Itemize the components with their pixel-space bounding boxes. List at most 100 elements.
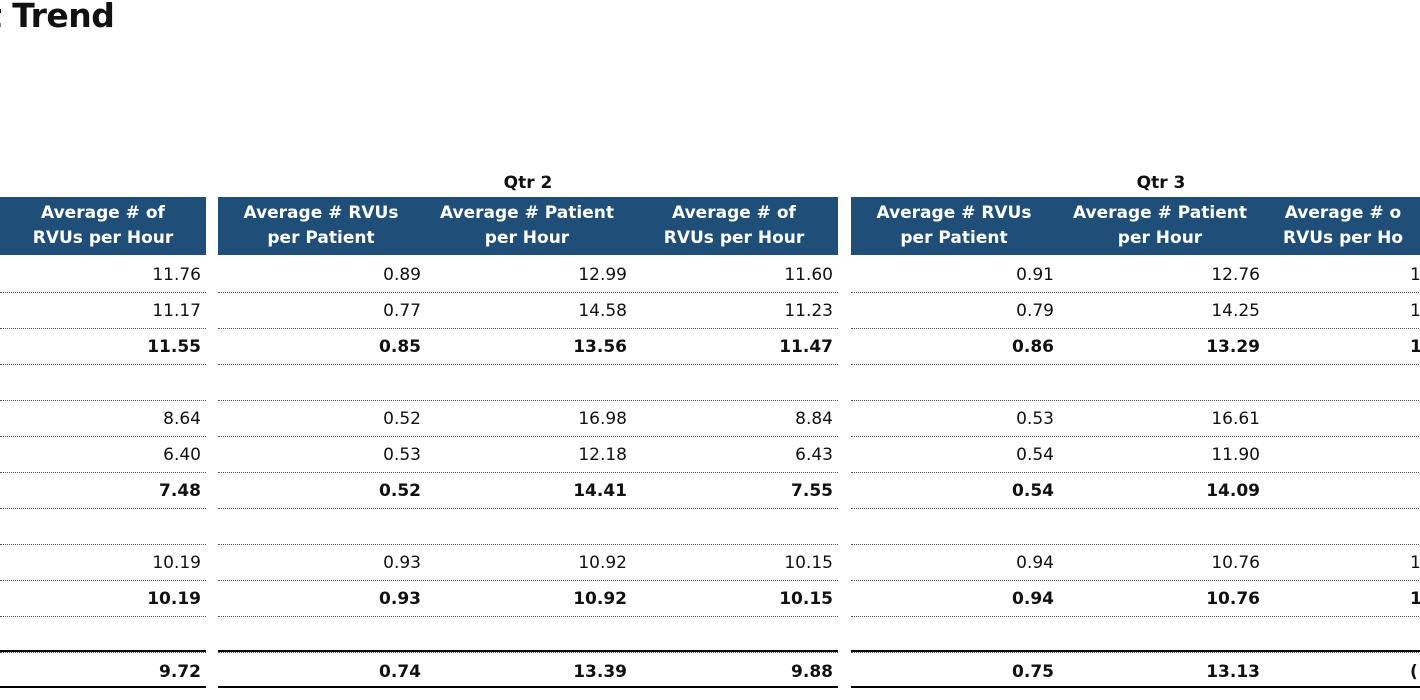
qtr2-label: Qtr 2 xyxy=(503,173,553,193)
cell-rvus-per-patient: 0.75 xyxy=(1012,662,1054,682)
cell-rvus-per-hour: 10.15 xyxy=(784,553,833,573)
table-row xyxy=(218,508,838,545)
cell-rvus-per-hour xyxy=(1410,616,1420,652)
page-title: t Trend xyxy=(0,0,115,35)
cell-rvus-per-patient: 0.93 xyxy=(383,553,421,573)
cell-rvus-per-patient xyxy=(851,508,1054,544)
cell-rvus-per-hour: 11.23 xyxy=(784,301,833,321)
qtr2-header-bar xyxy=(218,197,838,255)
cell-rvus-per-hour: 11.55 xyxy=(147,337,201,357)
cell-rvus-per-hour: 1 xyxy=(1410,265,1420,285)
cell-patient-per-hour xyxy=(424,364,627,400)
table-row: 0.89 12.99 11.60 xyxy=(218,256,838,293)
cell-patient-per-hour: 13.39 xyxy=(573,662,627,682)
cell-rvus-per-patient: 0.53 xyxy=(383,445,421,465)
table-row: 0.86 13.29 1 xyxy=(851,328,1420,365)
cell-rvus-per-patient: 0.91 xyxy=(1016,265,1054,285)
cell-patient-per-hour: 10.92 xyxy=(578,553,627,573)
table-row xyxy=(851,364,1420,401)
cell-patient-per-hour: 14.25 xyxy=(1211,301,1260,321)
cell-rvus-per-hour: 11.76 xyxy=(152,265,201,285)
table-row: 0.91 12.76 1 xyxy=(851,256,1420,293)
cell-rvus-per-hour: 10.19 xyxy=(147,589,201,609)
cell-rvus-per-hour: 11.47 xyxy=(779,337,833,357)
table-row: 0.75 13.13 ( xyxy=(851,650,1420,688)
qtr2-header-patient-per-hour: Average # Patient per Hour xyxy=(440,203,614,248)
table-row: 0.94 10.76 1( xyxy=(851,580,1420,617)
cell-rvus-per-hour: 6.43 xyxy=(795,445,833,465)
cell-rvus-per-hour: 9.88 xyxy=(791,662,833,682)
table-row: 0.74 13.39 9.88 xyxy=(218,650,838,688)
qtr3-header-rvus-per-hour: Average # o RVUs per Ho xyxy=(1283,203,1403,248)
qtr3-header-rvus-per-patient: Average # RVUs per Patient xyxy=(876,203,1032,248)
cell-rvus-per-hour: 11.17 xyxy=(152,301,201,321)
qtr1-header-rvus-per-hour: Average # of RVUs per Hour xyxy=(32,203,174,248)
table-row: 9.72 xyxy=(0,650,206,688)
table-row: 0.85 13.56 11.47 xyxy=(218,328,838,365)
cell-patient-per-hour xyxy=(1057,364,1260,400)
cell-rvus-per-hour: 6.40 xyxy=(163,445,201,465)
cell-rvus-per-patient xyxy=(218,508,421,544)
cell-rvus-per-hour xyxy=(630,508,833,544)
cell-rvus-per-patient: 0.94 xyxy=(1016,553,1054,573)
qtr3-label: Qtr 3 xyxy=(1136,173,1186,193)
cell-rvus-per-hour xyxy=(1410,364,1420,400)
table-row xyxy=(851,616,1420,653)
table-row: 7.48 xyxy=(0,472,206,509)
cell-rvus-per-hour: 9.72 xyxy=(159,662,201,682)
table-row: 0.54 14.09 xyxy=(851,472,1420,509)
table-row: 0.52 16.98 8.84 xyxy=(218,400,838,437)
table-row xyxy=(0,616,206,653)
cell-rvus-per-hour: 10.19 xyxy=(152,553,201,573)
cell-rvus-per-patient: 0.53 xyxy=(1016,409,1054,429)
cell-rvus-per-hour xyxy=(0,616,201,652)
cell-patient-per-hour: 11.90 xyxy=(1211,445,1260,465)
cell-rvus-per-hour: ( xyxy=(1410,662,1418,682)
table-row: 0.54 11.90 xyxy=(851,436,1420,473)
cell-patient-per-hour: 12.76 xyxy=(1211,265,1260,285)
table-row: 11.55 xyxy=(0,328,206,365)
qtr3-header-patient-per-hour: Average # Patient per Hour xyxy=(1073,203,1247,248)
cell-rvus-per-patient: 0.89 xyxy=(383,265,421,285)
table-row: 11.76 xyxy=(0,256,206,293)
cell-rvus-per-patient: 0.93 xyxy=(379,589,421,609)
cell-rvus-per-hour: 1 xyxy=(1410,553,1420,573)
qtr2-header-rvus-per-patient: Average # RVUs per Patient xyxy=(243,203,399,248)
cell-rvus-per-hour: 10.15 xyxy=(779,589,833,609)
cell-rvus-per-patient: 0.94 xyxy=(1012,589,1054,609)
cell-rvus-per-patient xyxy=(851,364,1054,400)
table-row: 0.77 14.58 11.23 xyxy=(218,292,838,329)
qtr2-group: Qtr 2 Average # RVUs per Patient Average… xyxy=(218,170,838,700)
table-row: 0.93 10.92 10.15 xyxy=(218,580,838,617)
qtr1-header-bar xyxy=(0,197,206,255)
cell-patient-per-hour xyxy=(1057,508,1260,544)
cell-rvus-per-patient: 0.74 xyxy=(379,662,421,682)
cell-patient-per-hour: 10.92 xyxy=(573,589,627,609)
cell-rvus-per-hour xyxy=(1410,472,1420,508)
cell-patient-per-hour: 13.13 xyxy=(1206,662,1260,682)
cell-rvus-per-patient: 0.77 xyxy=(383,301,421,321)
cell-patient-per-hour: 12.18 xyxy=(578,445,627,465)
table-row: 6.40 xyxy=(0,436,206,473)
qtr1-group: Average # of RVUs per Hour 11.76 11.17 11.… xyxy=(0,170,206,700)
cell-patient-per-hour: 14.09 xyxy=(1206,481,1260,501)
cell-rvus-per-hour: 1 xyxy=(1410,301,1420,321)
table-row xyxy=(0,364,206,401)
cell-rvus-per-patient: 0.52 xyxy=(379,481,421,501)
cell-patient-per-hour: 14.58 xyxy=(578,301,627,321)
cell-rvus-per-hour: 8.84 xyxy=(795,409,833,429)
cell-rvus-per-hour: 1( xyxy=(1410,589,1420,609)
cell-rvus-per-hour: 8.64 xyxy=(163,409,201,429)
table-row: 0.53 12.18 6.43 xyxy=(218,436,838,473)
cell-patient-per-hour: 14.41 xyxy=(573,481,627,501)
cell-patient-per-hour: 10.76 xyxy=(1206,589,1260,609)
cell-rvus-per-hour xyxy=(1410,436,1420,472)
table-row: 10.19 xyxy=(0,544,206,581)
cell-rvus-per-patient: 0.52 xyxy=(383,409,421,429)
cell-rvus-per-hour xyxy=(1410,400,1420,436)
cell-patient-per-hour xyxy=(424,508,627,544)
table-row: 0.52 14.41 7.55 xyxy=(218,472,838,509)
cell-rvus-per-patient: 0.86 xyxy=(1012,337,1054,357)
cell-rvus-per-hour: 11.60 xyxy=(784,265,833,285)
cell-patient-per-hour: 16.61 xyxy=(1211,409,1260,429)
